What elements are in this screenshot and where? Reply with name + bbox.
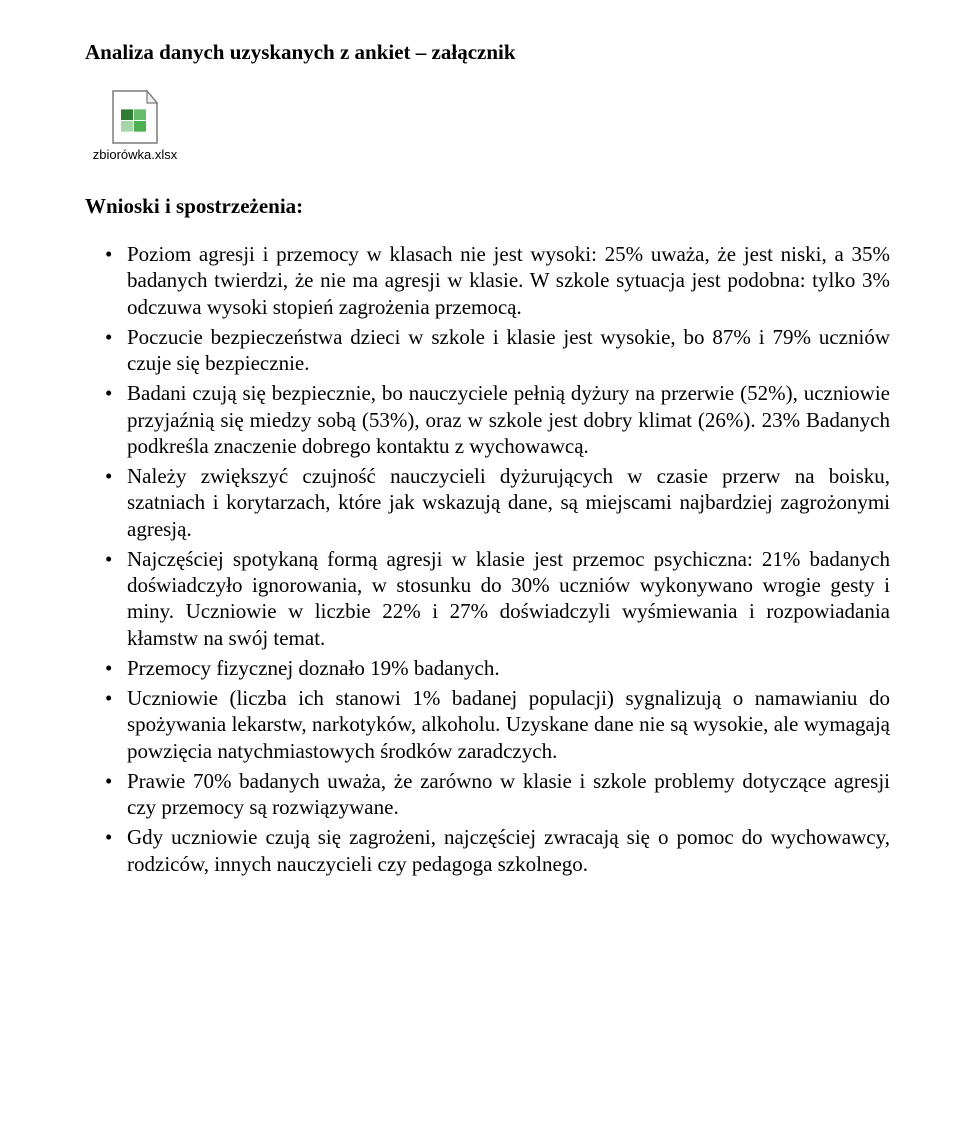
list-item: Poczucie bezpieczeństwa dzieci w szkole …: [85, 324, 890, 377]
list-item: Przemocy fizycznej doznało 19% badanych.: [85, 655, 890, 681]
file-attachment-label: zbiorówka.xlsx: [93, 147, 178, 162]
list-item: Uczniowie (liczba ich stanowi 1% badanej…: [85, 685, 890, 764]
section-heading: Wnioski i spostrzeżenia:: [85, 194, 890, 219]
xlsx-file-icon: [109, 89, 161, 145]
list-item: Badani czują się bezpiecznie, bo nauczyc…: [85, 380, 890, 459]
list-item: Najczęściej spotykaną formą agresji w kl…: [85, 546, 890, 651]
page-title: Analiza danych uzyskanych z ankiet – zał…: [85, 40, 890, 65]
list-item: Gdy uczniowie czują się zagrożeni, najcz…: [85, 824, 890, 877]
list-item: Prawie 70% badanych uważa, że zarówno w …: [85, 768, 890, 821]
file-attachment[interactable]: zbiorówka.xlsx: [85, 89, 185, 162]
list-item: Należy zwiększyć czujność nauczycieli dy…: [85, 463, 890, 542]
list-item: Poziom agresji i przemocy w klasach nie …: [85, 241, 890, 320]
bullet-list: Poziom agresji i przemocy w klasach nie …: [85, 241, 890, 877]
